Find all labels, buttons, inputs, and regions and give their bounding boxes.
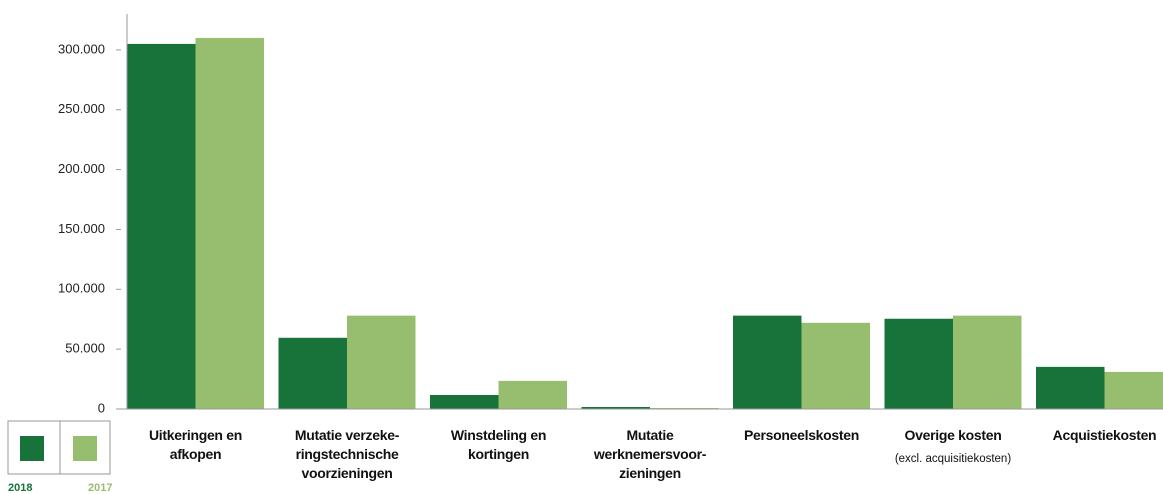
x-tick-label: Acquistiekosten <box>1052 427 1157 443</box>
bar <box>347 315 416 409</box>
y-tick-label: 250.000 <box>58 101 105 116</box>
bar <box>733 315 802 409</box>
y-tick-label: 300.000 <box>58 41 105 56</box>
y-tick-label: 200.000 <box>58 161 105 176</box>
x-tick-label: Uitkeringen en afkopen <box>148 427 243 462</box>
bar <box>884 318 953 409</box>
category-note: (excl. acquisitiekosten) <box>894 453 1012 465</box>
legend-swatch <box>73 436 97 461</box>
y-tick-label: 100.000 <box>58 281 105 296</box>
bar <box>195 37 264 409</box>
bar <box>278 337 347 409</box>
bar <box>127 43 196 409</box>
y-tick-label: 150.000 <box>58 221 105 236</box>
bar <box>430 394 499 409</box>
x-tick-label: Mutatie verzeke- ringstechnische voorzie… <box>294 427 400 481</box>
bar <box>1104 371 1163 409</box>
legend-label: 2017 <box>88 482 113 494</box>
bar <box>1036 366 1105 409</box>
y-tick-label: 50.000 <box>65 341 105 356</box>
y-tick-label: 0 <box>98 400 105 415</box>
legend-label: 2018 <box>8 482 33 494</box>
x-tick-label: Mutatie werknemersvoor- zieningen <box>593 427 707 481</box>
legend-swatch <box>20 436 44 461</box>
x-tick-label: Personeelskosten <box>743 427 860 443</box>
bar <box>581 406 650 409</box>
bar <box>953 315 1022 409</box>
x-tick-label: Winstdeling en kortingen <box>450 427 547 462</box>
x-tick-label: Overige kosten <box>904 427 1002 443</box>
legend-box <box>7 420 111 475</box>
bar <box>498 380 567 409</box>
bar <box>801 322 870 409</box>
